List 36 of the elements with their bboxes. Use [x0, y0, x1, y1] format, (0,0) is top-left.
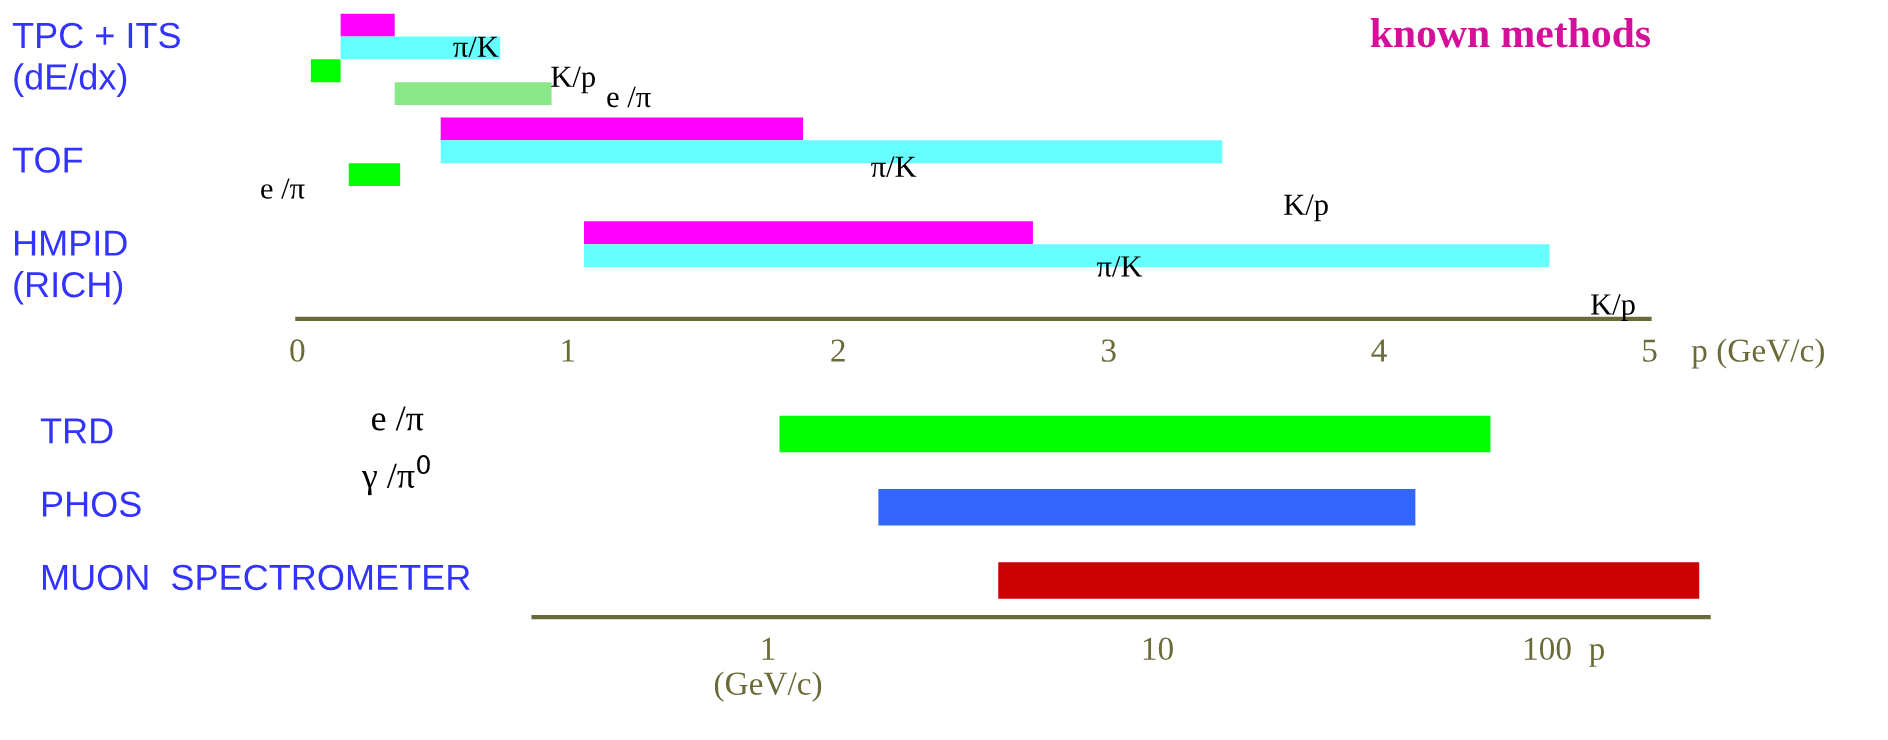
y-tick-label: PHOS: [42, 491, 141, 517]
bar: [340, 36, 501, 60]
bar: [779, 415, 1491, 453]
x-tick-label: 0: [290, 339, 305, 362]
x-tick-label: 10: [1143, 637, 1173, 661]
y-tick-label: TPC + ITS (dE/dx): [12, 22, 180, 97]
annotation: e /π: [607, 86, 651, 108]
x-tick-label: 2: [831, 339, 845, 362]
bar: [310, 59, 341, 83]
x-tick-label: 5: [1643, 339, 1657, 362]
bar: [440, 117, 804, 141]
annotation: π/K: [453, 36, 499, 58]
bar: [998, 562, 1700, 599]
text: e /π: [371, 406, 424, 431]
text: γ /π$^{0}$: [361, 455, 430, 496]
bar: [584, 221, 1033, 245]
bar: [394, 82, 552, 106]
bar: [348, 163, 401, 187]
x-tick-label: 1: [562, 339, 575, 362]
bar: [878, 488, 1416, 526]
y-tick-label: TOF: [12, 147, 83, 173]
y-tick-label: MUON SPECTROMETER: [42, 564, 470, 591]
annotation: K/p: [1284, 194, 1328, 222]
annotation: e /π: [261, 178, 305, 199]
y-tick-label: TRD: [40, 418, 113, 444]
y-tick-label: HMPID (RICH): [14, 230, 127, 305]
annotation: K/p: [1591, 294, 1635, 321]
chart-title: known methods: [1370, 18, 1651, 48]
annotation: K/p: [551, 66, 595, 94]
bar: [340, 13, 395, 37]
x-tick-label: 3: [1101, 339, 1116, 362]
x-tick-label: 100: [1524, 637, 1571, 661]
x-tick-label: 1 (GeV/c): [714, 637, 822, 702]
x-axis-title: p (GeV/c): [1691, 338, 1824, 369]
x-tick-label: 4: [1371, 339, 1387, 362]
x-axis-title: p: [1589, 644, 1605, 667]
